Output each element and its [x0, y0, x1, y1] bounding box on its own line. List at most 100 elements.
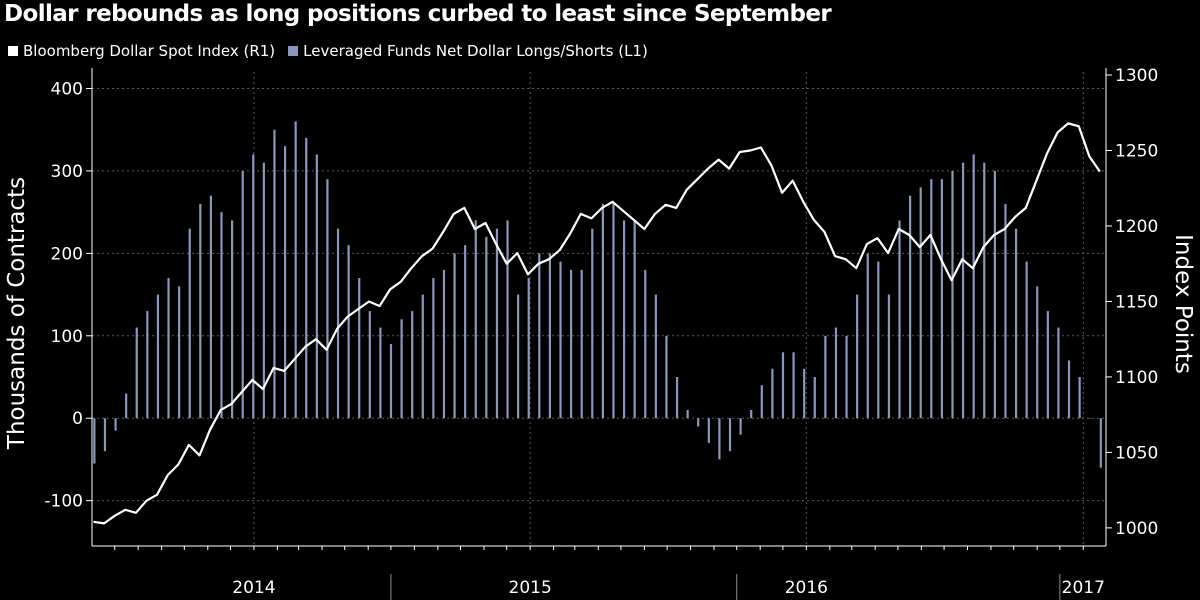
bar-29 — [400, 319, 403, 419]
y-right-tick-label: 1250 — [1115, 141, 1158, 161]
bar-23 — [336, 228, 340, 419]
legend-entry-dollar-index: Bloomberg Dollar Spot Index (R1) — [8, 42, 275, 60]
bar-46 — [580, 269, 583, 419]
bar-31 — [421, 294, 424, 419]
bar-94 — [1089, 418, 1092, 419]
bar-89 — [1036, 286, 1039, 419]
bar-71 — [845, 335, 848, 419]
bar-95 — [1099, 418, 1102, 468]
bar-53 — [654, 294, 657, 419]
x-tick-label-2017: 2017 — [1062, 578, 1105, 598]
bar-0 — [93, 418, 96, 464]
x-tick-label-2014: 2014 — [232, 578, 275, 598]
bar-75 — [887, 294, 891, 419]
bar-63 — [760, 385, 763, 419]
bar-80 — [940, 179, 943, 419]
bar-86 — [1004, 203, 1007, 419]
bar-28 — [389, 344, 393, 419]
bar-70 — [834, 327, 838, 419]
bar-8 — [178, 286, 181, 419]
bar-55 — [675, 377, 679, 419]
line-series-dollar-index — [93, 122, 1101, 525]
axes: -100 0 100 200 300 400 1000 1050 1100 1150 1200 125… — [44, 66, 1158, 600]
bar-25 — [358, 278, 361, 419]
y-right-tick-label: 1050 — [1115, 443, 1158, 463]
bar-26 — [368, 311, 371, 419]
bar-58 — [707, 418, 710, 443]
bar-77 — [909, 195, 912, 419]
y-axis-left-title: Thousands of Contracts — [4, 177, 30, 450]
bar-19 — [294, 121, 297, 419]
legend: Bloomberg Dollar Spot Index (R1) Leverag… — [8, 42, 661, 60]
bar-93 — [1078, 377, 1081, 419]
y-left-tick-label: 300 — [51, 162, 83, 182]
bar-74 — [877, 261, 880, 419]
bar-4 — [135, 327, 138, 419]
bar-11 — [209, 195, 213, 419]
y-left-tick-label: 100 — [51, 327, 83, 347]
bar-50 — [622, 220, 626, 419]
bar-90 — [1046, 311, 1049, 419]
bar-12 — [220, 212, 223, 419]
bar-33 — [442, 269, 446, 419]
bar-84 — [983, 162, 986, 419]
bar-49 — [612, 203, 615, 419]
legend-label-leveraged-funds: Leveraged Funds Net Dollar Longs/Shorts … — [303, 42, 648, 60]
bar-17 — [273, 129, 276, 419]
bar-45 — [570, 269, 573, 419]
bar-36 — [474, 220, 477, 419]
bar-59 — [718, 418, 721, 460]
y-left-tick-label: 200 — [51, 244, 83, 264]
bar-67 — [803, 368, 806, 419]
y-axis-right-title: Index Points — [1170, 234, 1196, 374]
y-left-tick-label: -100 — [44, 492, 83, 512]
bar-27 — [379, 327, 382, 419]
bar-5 — [146, 311, 149, 419]
bar-6 — [156, 294, 160, 419]
bar-68 — [813, 377, 816, 419]
bar-14 — [241, 170, 244, 419]
bar-20 — [305, 137, 308, 419]
bar-34 — [453, 253, 456, 419]
bar-83 — [972, 154, 975, 419]
bar-78 — [919, 187, 922, 419]
bar-7 — [167, 278, 170, 419]
bar-61 — [739, 418, 742, 435]
bar-85 — [993, 170, 996, 419]
x-tick-label-2016: 2016 — [785, 578, 828, 598]
y-right-tick-label: 1000 — [1115, 519, 1158, 539]
y-left-tick-label: 0 — [72, 409, 83, 429]
bar-16 — [262, 162, 265, 419]
bar-10 — [199, 203, 202, 419]
bar-35 — [464, 245, 467, 419]
legend-swatch-leveraged-funds — [288, 46, 299, 56]
bar-60 — [728, 418, 732, 452]
legend-label-dollar-index: Bloomberg Dollar Spot Index (R1) — [23, 42, 276, 60]
bar-65 — [781, 352, 785, 419]
bar-18 — [283, 146, 287, 419]
bar-76 — [898, 220, 901, 419]
bar-64 — [771, 368, 774, 419]
bar-40 — [517, 294, 520, 419]
bar-91 — [1057, 327, 1060, 419]
bar-30 — [411, 311, 414, 419]
bar-52 — [644, 269, 647, 419]
bar-48 — [601, 203, 604, 419]
y-left-tick-label: 400 — [51, 79, 83, 99]
bar-24 — [347, 245, 350, 419]
bar-41 — [527, 278, 530, 419]
y-right-tick-label: 1150 — [1115, 292, 1158, 312]
bar-47 — [591, 228, 594, 419]
bar-32 — [432, 278, 435, 419]
bar-3 — [125, 393, 128, 419]
y-right-tick-label: 1300 — [1115, 66, 1158, 86]
legend-swatch-dollar-index — [8, 46, 18, 56]
bar-62 — [750, 409, 753, 419]
bar-42 — [538, 253, 541, 419]
bar-15 — [252, 154, 255, 419]
bar-79 — [930, 179, 933, 419]
bar-13 — [230, 220, 234, 419]
bar-1 — [103, 418, 107, 452]
bar-82 — [961, 162, 965, 419]
